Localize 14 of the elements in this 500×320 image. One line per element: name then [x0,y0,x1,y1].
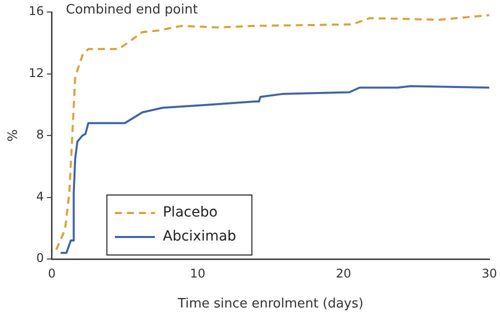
y-tick-label: 0 [36,251,44,266]
x-axis-title: Time since enrolment (days) [176,296,364,312]
x-tick-label: 30 [482,266,498,280]
y-tick-label: 8 [36,128,44,142]
y-axis-title: % [6,129,22,142]
x-tick-label: 10 [190,266,206,280]
y-tick-label: 4 [36,189,44,204]
y-tick-label: 12 [28,66,44,80]
legend-label: Abciximab [162,228,236,245]
x-tick-label: 0 [48,266,56,280]
legend-label: Placebo [162,204,218,221]
x-tick-label: 20 [336,266,352,280]
chart-title: Combined end point [66,2,198,18]
y-tick-label: 16 [28,4,44,18]
